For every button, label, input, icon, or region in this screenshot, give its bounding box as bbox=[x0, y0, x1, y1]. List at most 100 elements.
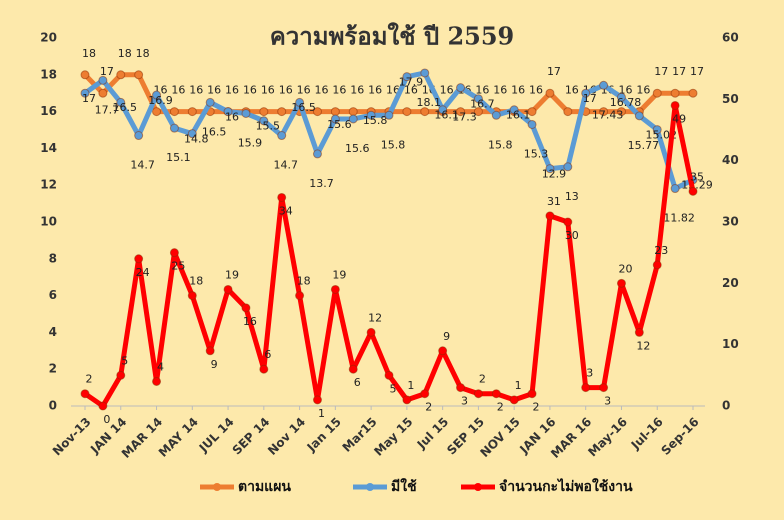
data-point bbox=[420, 68, 430, 78]
data-point bbox=[563, 107, 573, 117]
data-label: 15.8 bbox=[363, 114, 388, 127]
data-point bbox=[312, 149, 322, 159]
data-label: 12.9 bbox=[542, 167, 567, 180]
data-point bbox=[187, 107, 197, 117]
data-point bbox=[599, 383, 609, 393]
data-point bbox=[348, 364, 358, 374]
y-tick-label: 20 bbox=[40, 31, 57, 45]
data-point bbox=[563, 217, 573, 227]
data-label: 17.9 bbox=[399, 75, 424, 88]
legend-marker bbox=[474, 483, 482, 491]
data-label: 16 bbox=[332, 84, 346, 97]
data-point bbox=[98, 75, 108, 85]
data-label: 9 bbox=[443, 330, 450, 343]
data-label: 11.82 bbox=[663, 212, 695, 225]
data-point bbox=[205, 97, 215, 107]
data-label: 6 bbox=[354, 376, 361, 389]
data-point bbox=[545, 211, 555, 221]
data-point bbox=[277, 131, 287, 141]
y2-tick-label: 60 bbox=[722, 31, 739, 45]
data-point bbox=[187, 129, 197, 139]
data-label: 16 bbox=[475, 84, 489, 97]
data-point bbox=[116, 370, 126, 380]
data-point bbox=[330, 284, 340, 294]
data-label: 17 bbox=[583, 92, 597, 105]
legend-label: จำนวนกะไม่พอใช้งาน bbox=[499, 477, 633, 495]
data-point bbox=[116, 70, 126, 80]
data-label: 12 bbox=[636, 339, 650, 352]
data-point bbox=[169, 123, 179, 133]
data-label: 5 bbox=[121, 354, 128, 367]
data-label: 16 bbox=[207, 84, 221, 97]
data-point bbox=[98, 88, 108, 98]
data-label: 16 bbox=[225, 84, 239, 97]
data-label: 15.5 bbox=[256, 120, 281, 133]
data-label: 16 bbox=[404, 84, 418, 97]
data-label: 16 bbox=[189, 84, 203, 97]
data-label: 17 bbox=[100, 65, 114, 78]
data-label: 16 bbox=[243, 315, 257, 328]
data-point bbox=[670, 100, 680, 110]
data-point bbox=[223, 107, 233, 117]
data-label: 16.5 bbox=[113, 101, 138, 114]
data-point bbox=[402, 107, 412, 117]
data-label: 14.8 bbox=[184, 132, 209, 145]
data-point bbox=[581, 383, 591, 393]
data-label: 18 bbox=[82, 47, 96, 60]
data-point bbox=[456, 383, 466, 393]
data-point bbox=[134, 70, 144, 80]
y-tick-label: 8 bbox=[49, 251, 57, 265]
data-point bbox=[438, 105, 448, 115]
data-label: 16 bbox=[511, 84, 525, 97]
data-point bbox=[295, 97, 305, 107]
data-label: 15.8 bbox=[488, 138, 513, 151]
y-tick-label: 10 bbox=[40, 215, 57, 229]
data-label: 35 bbox=[690, 170, 704, 183]
data-label: 2 bbox=[497, 401, 504, 414]
data-label: 5 bbox=[390, 382, 397, 395]
data-point bbox=[223, 284, 233, 294]
data-point bbox=[652, 260, 662, 270]
y-tick-label: 0 bbox=[49, 399, 57, 413]
y-tick-label: 2 bbox=[49, 362, 57, 376]
data-point bbox=[509, 395, 519, 405]
data-point bbox=[241, 303, 251, 313]
data-label: 6 bbox=[264, 348, 271, 361]
data-label: 16 bbox=[529, 84, 543, 97]
data-label: 16 bbox=[493, 84, 507, 97]
chart-title: ความพร้อมใช้ ปี 2559 bbox=[270, 22, 515, 51]
data-label: 15.77 bbox=[628, 139, 660, 152]
data-point bbox=[616, 107, 626, 117]
data-label: 16 bbox=[243, 84, 257, 97]
data-label: 2 bbox=[425, 401, 432, 414]
data-point bbox=[527, 107, 537, 117]
data-label: 24 bbox=[136, 266, 150, 279]
data-point bbox=[402, 395, 412, 405]
data-point bbox=[152, 107, 162, 117]
data-label: 16 bbox=[297, 84, 311, 97]
data-point bbox=[491, 389, 501, 399]
data-label: 15.3 bbox=[524, 147, 549, 160]
data-point bbox=[527, 389, 537, 399]
data-point bbox=[670, 88, 680, 98]
data-label: 16 bbox=[440, 84, 454, 97]
data-label: 15.6 bbox=[345, 142, 370, 155]
data-point bbox=[366, 110, 376, 120]
data-label: 16.1 bbox=[506, 109, 531, 122]
data-point bbox=[134, 254, 144, 264]
data-label: 18.1 bbox=[417, 96, 442, 109]
data-point bbox=[152, 376, 162, 386]
data-label: 13 bbox=[565, 190, 579, 203]
data-point bbox=[169, 107, 179, 117]
data-label: 16 bbox=[350, 84, 364, 97]
data-point bbox=[295, 291, 305, 301]
data-point bbox=[384, 370, 394, 380]
data-label: 15.6 bbox=[327, 118, 352, 131]
data-label: 0 bbox=[103, 413, 110, 426]
data-point bbox=[545, 88, 555, 98]
data-label: 1 bbox=[407, 379, 414, 392]
data-point bbox=[527, 119, 537, 129]
data-point bbox=[509, 105, 519, 115]
